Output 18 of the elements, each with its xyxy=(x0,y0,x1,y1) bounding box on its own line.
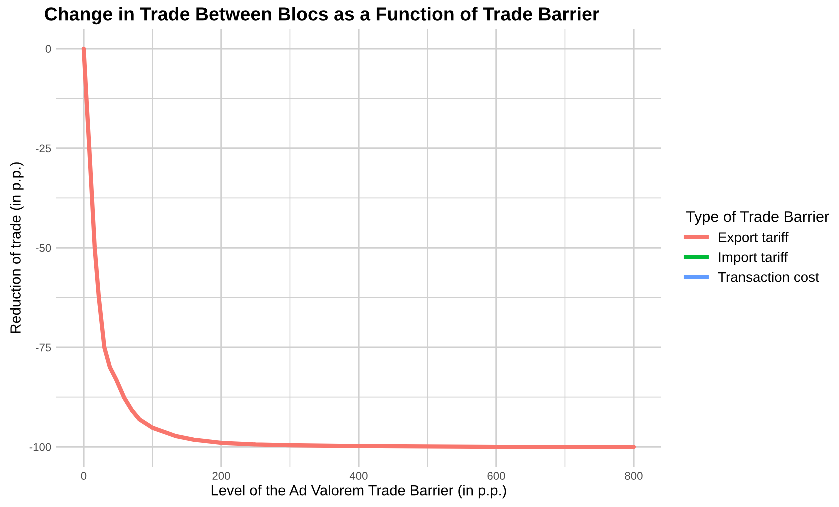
y-tick-label: -25 xyxy=(36,144,52,153)
legend-label: Import tariff xyxy=(719,252,788,266)
y-tick-label: 0 xyxy=(46,45,52,54)
y-tick-label: -75 xyxy=(36,344,52,352)
legend-title: Type of Trade Barrier xyxy=(686,211,830,226)
legend-label: Export tariff xyxy=(719,232,789,246)
x-tick-label: 0 xyxy=(81,472,87,480)
legend-label: Transaction cost xyxy=(718,272,820,282)
x-tick-label: 200 xyxy=(212,472,230,480)
x-tick-label: 800 xyxy=(625,472,643,480)
line-series xyxy=(82,46,636,450)
x-tick-label: 400 xyxy=(350,472,368,480)
x-tick-label: 600 xyxy=(488,472,506,480)
chart-title: Change in Trade Between Blocs as a Function of Trade Barrier xyxy=(45,7,600,25)
y-tick-label: -50 xyxy=(36,244,52,252)
y-axis-title: Reduction of trade (in p.p.) xyxy=(10,162,24,334)
y-tick-label: -100 xyxy=(30,443,52,452)
x-axis-title: Level of the Ad Valorem Trade Barrier (in p.p.) xyxy=(212,484,506,499)
